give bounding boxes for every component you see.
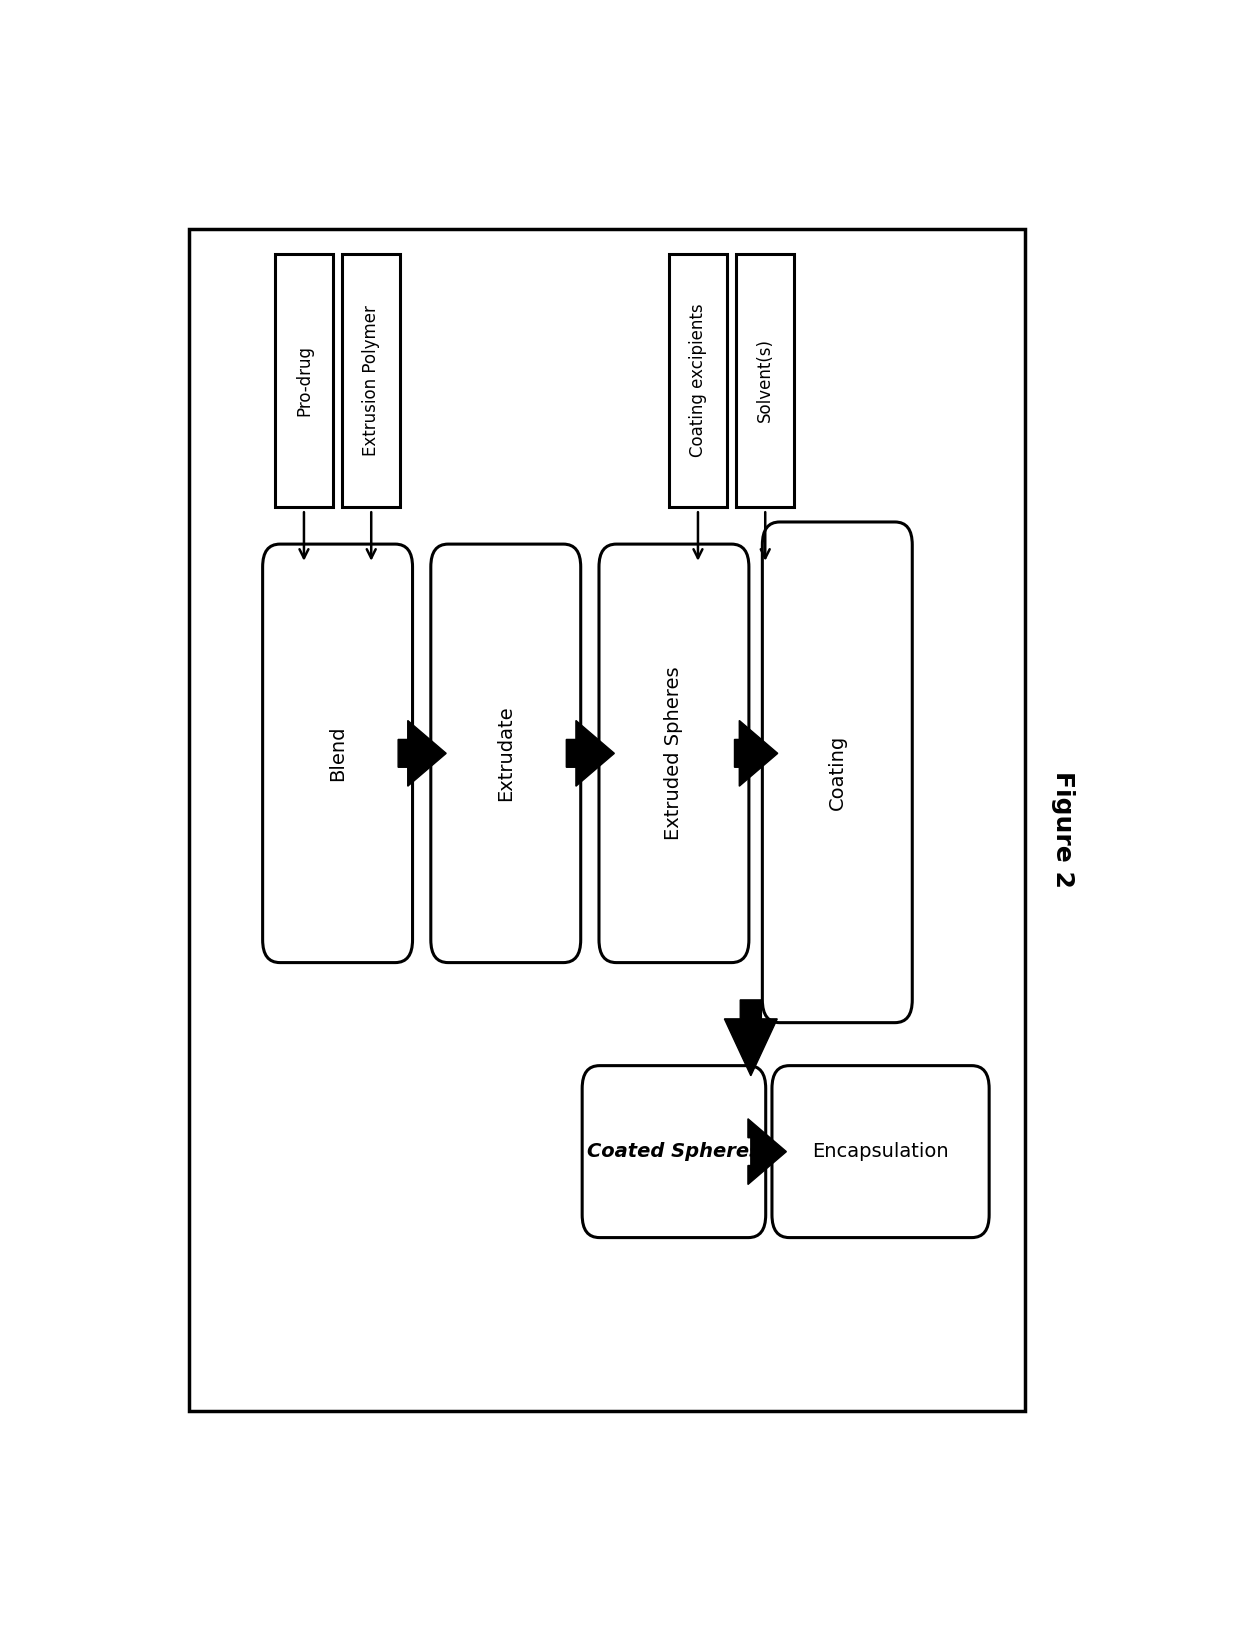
Polygon shape (567, 721, 614, 787)
Text: Coated Spheres: Coated Spheres (587, 1143, 761, 1161)
FancyBboxPatch shape (763, 522, 913, 1023)
FancyBboxPatch shape (263, 544, 413, 962)
FancyBboxPatch shape (188, 228, 1024, 1410)
Text: Coating: Coating (828, 734, 847, 810)
Polygon shape (724, 1000, 777, 1076)
Polygon shape (748, 1118, 786, 1184)
Polygon shape (734, 721, 777, 787)
FancyBboxPatch shape (737, 255, 794, 507)
FancyBboxPatch shape (670, 255, 727, 507)
Text: Extruded Spheres: Extruded Spheres (665, 667, 683, 841)
Polygon shape (398, 721, 446, 787)
FancyBboxPatch shape (599, 544, 749, 962)
FancyBboxPatch shape (582, 1066, 766, 1238)
Text: Solvent(s): Solvent(s) (756, 338, 774, 422)
Text: Pro-drug: Pro-drug (295, 345, 312, 415)
Text: Extrusion Polymer: Extrusion Polymer (362, 305, 381, 456)
Text: Blend: Blend (329, 726, 347, 782)
FancyBboxPatch shape (342, 255, 401, 507)
FancyBboxPatch shape (773, 1066, 990, 1238)
Text: Figure 2: Figure 2 (1052, 770, 1075, 888)
FancyBboxPatch shape (430, 544, 580, 962)
Text: Coating excipients: Coating excipients (689, 304, 707, 456)
FancyBboxPatch shape (275, 255, 332, 507)
Text: Extrudate: Extrudate (496, 706, 516, 801)
Text: Encapsulation: Encapsulation (812, 1143, 949, 1161)
